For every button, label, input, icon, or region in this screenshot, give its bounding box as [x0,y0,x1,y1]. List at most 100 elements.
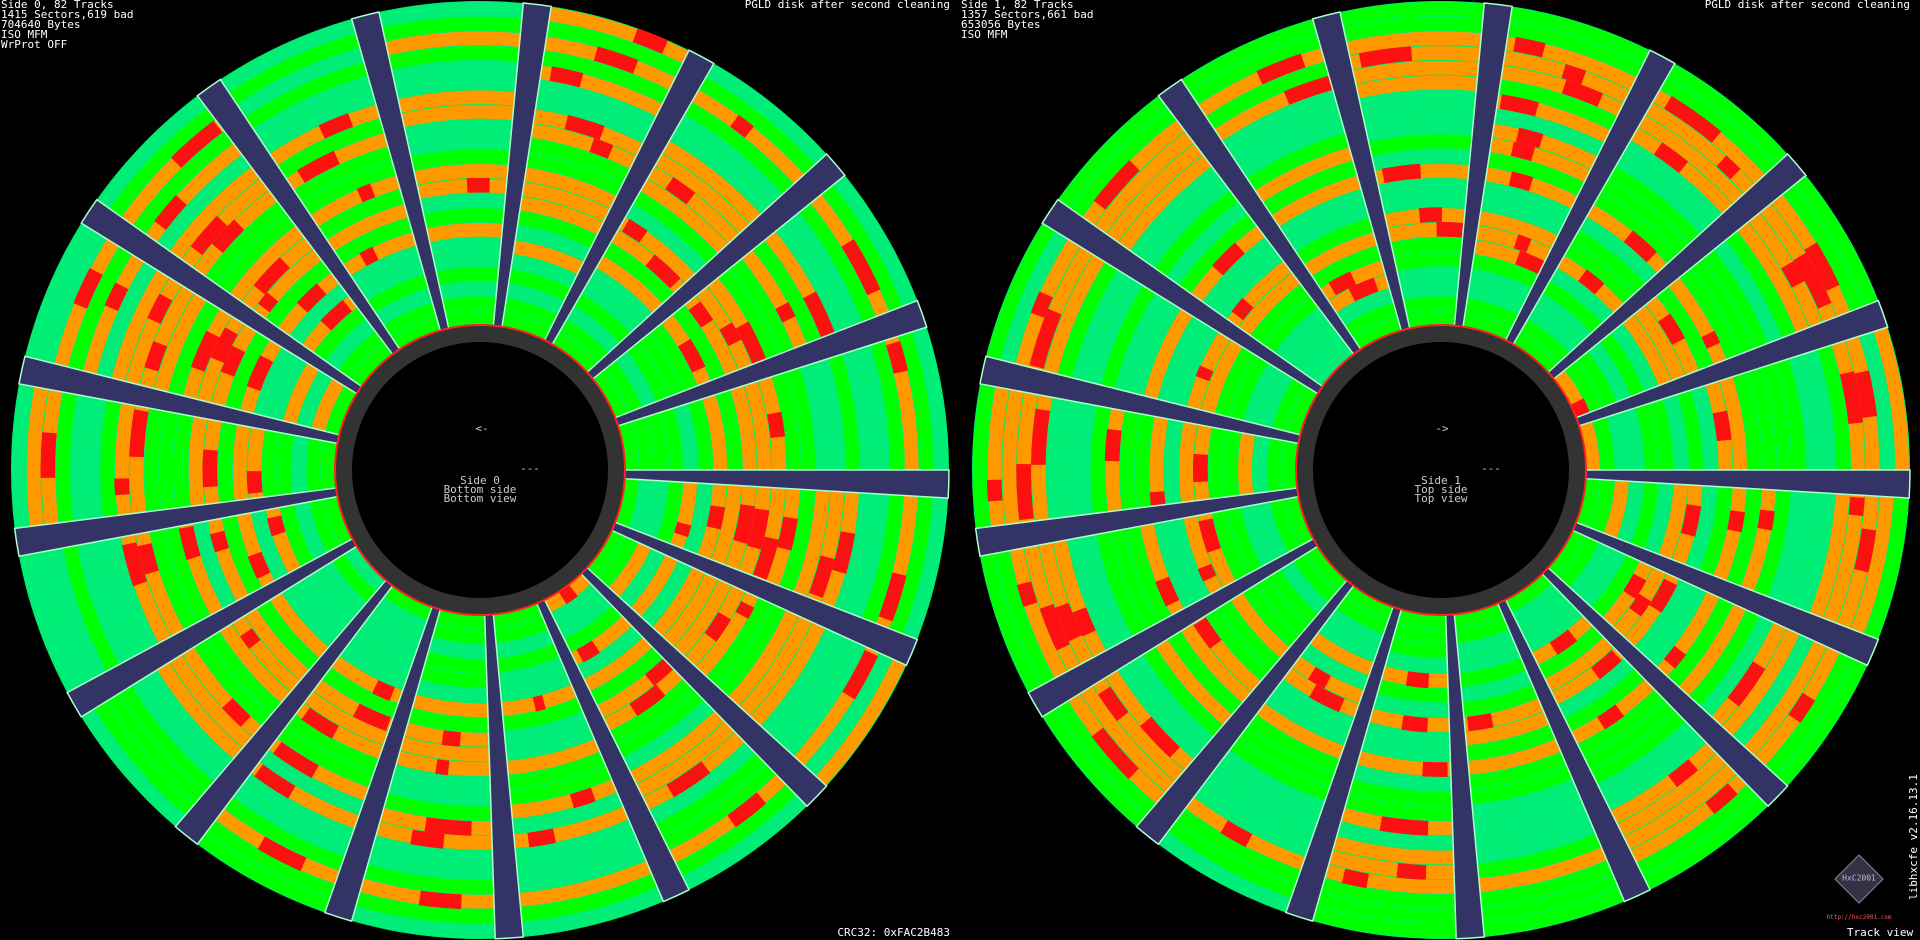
sector [889,496,933,634]
header-line: ISO MFM [1,28,48,41]
bad-sector [775,301,796,323]
sector [1238,119,1345,178]
sector [144,670,233,770]
sector [1120,411,1140,510]
arrow: <- [475,422,488,435]
sector [206,820,335,898]
sector [1459,657,1527,687]
bad-sector [1381,163,1422,184]
sector [1576,351,1617,407]
sector [718,268,780,360]
sector [106,537,158,651]
bad-sector [1155,576,1180,607]
sector [436,609,486,629]
bad-sector [1788,692,1816,723]
sector [1691,385,1718,470]
bad-sector [1348,277,1379,302]
sector [439,281,498,300]
sector [414,164,509,185]
bad-sector [730,114,754,138]
sector [638,333,683,397]
sector [1579,217,1657,284]
sector [384,585,433,620]
sector [1238,726,1335,787]
sector [669,128,772,214]
sector [1678,604,1746,696]
bad-sector [104,282,129,312]
sector [537,80,656,130]
sector [368,850,494,880]
sector [1635,403,1659,470]
sector [1467,283,1525,314]
bad-sector [144,340,168,372]
sector [257,600,319,670]
sector [1576,478,1600,528]
sector [683,483,712,554]
bad-sector [1054,602,1082,642]
sector [1525,605,1583,652]
sector [1309,632,1374,676]
bad-sector [593,46,639,74]
sector [404,119,513,142]
bad-sector [1499,94,1539,117]
sector [1180,623,1252,703]
bad-sector [114,478,130,496]
sector [1337,821,1454,850]
sector [1202,237,1274,311]
sector [1658,483,1688,560]
sector [1564,243,1635,303]
sector [787,213,862,328]
sector [684,102,794,194]
sector [1507,21,1644,77]
sector [1208,427,1227,499]
sector [1597,721,1696,797]
logo-badge [1834,854,1884,904]
sector [164,526,210,623]
sector [1548,530,1586,577]
side-label: Top side [1415,483,1468,496]
sector [34,550,94,686]
sector [1101,285,1155,389]
sector [1480,860,1613,907]
bad-sector [178,525,201,561]
sector [1616,153,1711,234]
sector [83,254,144,375]
sector [1823,494,1865,624]
bad-sector [320,299,352,331]
bad-sector [1653,142,1689,173]
sector [1691,259,1754,354]
bad-sector [1256,53,1306,85]
bad-sector [147,293,173,324]
sector [519,196,604,235]
sector [1727,488,1762,586]
sector [1462,684,1538,717]
sector [1293,554,1338,602]
sector [1096,531,1145,637]
sector [1590,711,1686,784]
sector [1477,833,1602,878]
sector [420,666,488,688]
sector [1733,634,1813,746]
bad-sector [809,555,835,598]
sector [592,370,629,418]
sector [682,795,807,889]
sector [100,400,121,518]
sector [1176,809,1301,884]
sector [1001,231,1068,364]
bad-sector [211,219,245,253]
sector [1215,347,1256,418]
sector [282,585,339,647]
sector [515,820,635,863]
sector [1656,287,1713,370]
sector [367,274,429,313]
bad-sector [352,703,391,732]
sector [1679,268,1741,360]
header-line: 1357 Sectors,661 bad [961,8,1093,21]
sector [1194,785,1311,857]
sector [677,115,783,204]
sector [1630,128,1733,214]
bad-sector [629,684,666,717]
sector [1158,832,1291,912]
sector [1636,785,1758,876]
bad-sector [73,267,103,309]
